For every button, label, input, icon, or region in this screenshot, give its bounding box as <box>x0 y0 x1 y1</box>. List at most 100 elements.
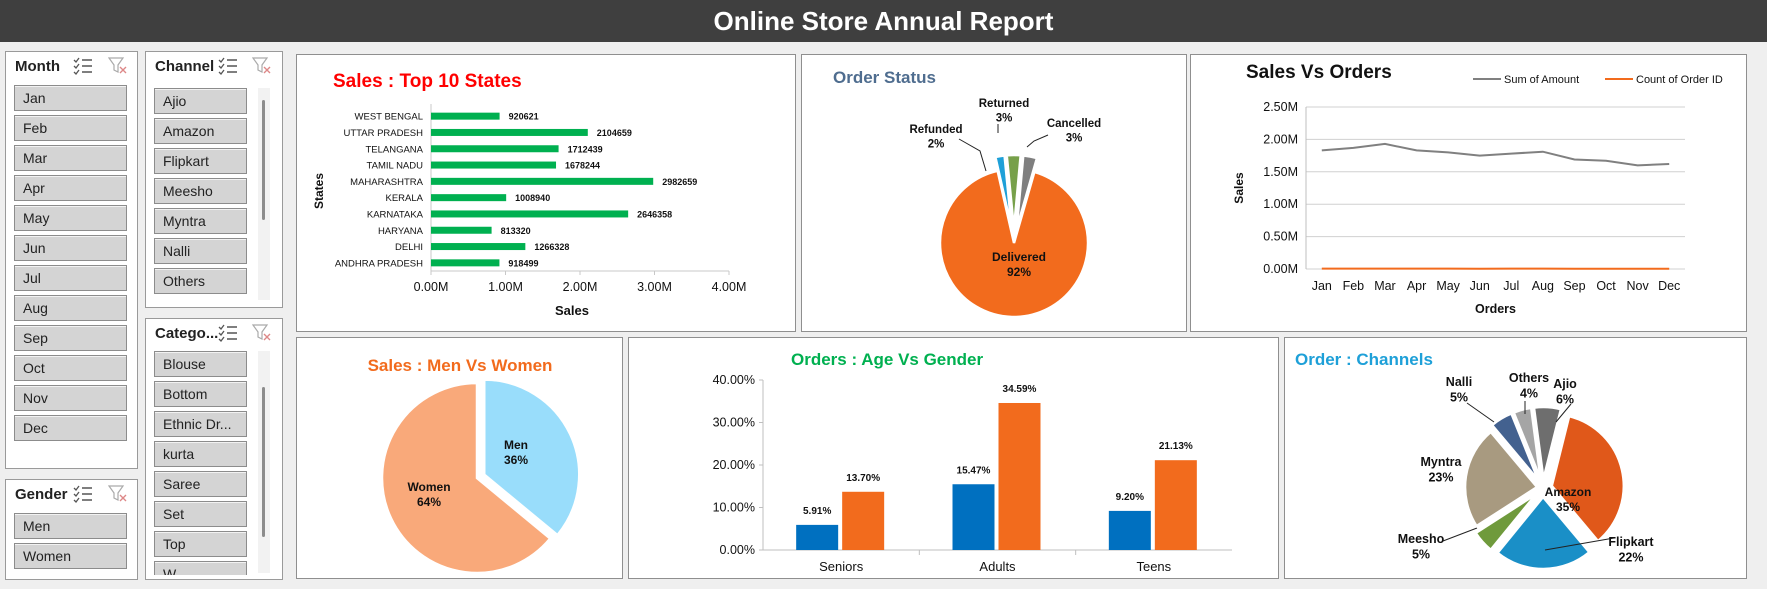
channel-leader-meesho <box>1442 527 1478 542</box>
clear-filter-icon[interactable] <box>108 57 128 75</box>
gender-label-women: Women <box>407 480 450 494</box>
clear-filter-icon[interactable] <box>252 57 272 75</box>
y-tick-label: 0.00M <box>1263 262 1298 276</box>
y-tick-label: 2.50M <box>1263 100 1298 114</box>
gender-item-women[interactable]: Women <box>14 543 127 569</box>
multi-select-icon[interactable] <box>73 485 93 503</box>
data-label-tamil-nadu: 1678244 <box>565 161 600 171</box>
month-slicer-header: Month <box>6 52 137 80</box>
category-item-saree[interactable]: Saree <box>154 471 247 497</box>
month-item-apr[interactable]: Apr <box>14 175 127 201</box>
channel-slice-amazon <box>1550 414 1626 543</box>
top-states-panel: Sales : Top 10 States WEST BENGAL 920621 UT… <box>296 54 796 332</box>
sales-vs-orders-chart: Sales Vs Orders Sum of Amount Count of Ord… <box>1232 62 1723 316</box>
month-item-jan[interactable]: Jan <box>14 85 127 111</box>
month-item-aug[interactable]: Aug <box>14 295 127 321</box>
bar-seniors-1 <box>842 491 885 550</box>
x-tick-label-nov: Nov <box>1627 279 1650 293</box>
data-label-adults-1: 34.59% <box>1003 384 1037 395</box>
status-label-returned: Returned <box>979 98 1029 110</box>
y-tick-label: 0.00% <box>720 543 755 557</box>
y-axis-label: States <box>312 173 326 209</box>
channel-label-nalli: Nalli <box>1446 375 1472 389</box>
month-item-may[interactable]: May <box>14 205 127 231</box>
channel-slice-meesho <box>1474 492 1538 552</box>
channel-pct-flipkart: 22% <box>1618 551 1643 565</box>
channel-pct-others: 4% <box>1520 387 1538 401</box>
bar-maharashtra <box>431 177 654 185</box>
month-item-oct[interactable]: Oct <box>14 355 127 381</box>
x-tick-label-mar: Mar <box>1374 279 1396 293</box>
gender-label-men: Men <box>504 438 528 452</box>
data-label-seniors-1: 13.70% <box>846 473 880 484</box>
channel-item-meesho[interactable]: Meesho <box>154 178 247 204</box>
multi-select-icon[interactable] <box>218 57 238 75</box>
channel-label-others: Others <box>1509 371 1549 385</box>
chart-title: Order : Channels <box>1295 350 1433 369</box>
y-tick-label: 30.00% <box>713 416 755 430</box>
category-item-set[interactable]: Set <box>154 501 247 527</box>
legend-label-count-of-order-id: Count of Order ID <box>1636 74 1723 86</box>
multi-select-icon[interactable] <box>73 57 93 75</box>
y-tick-label: 40.00% <box>713 373 755 387</box>
scrollbar-thumb[interactable] <box>262 100 265 220</box>
category-label-haryana: HARYANA <box>378 226 424 237</box>
clear-filter-icon[interactable] <box>252 324 272 342</box>
y-tick-label: 2.00M <box>1263 132 1298 146</box>
month-item-dec[interactable]: Dec <box>14 415 127 441</box>
x-tick-label-dec: Dec <box>1658 279 1680 293</box>
chart-title: Orders : Age Vs Gender <box>791 350 983 369</box>
channel-leader-ajio <box>1555 403 1572 423</box>
month-item-mar[interactable]: Mar <box>14 145 127 171</box>
data-label-andhra-pradesh: 918499 <box>508 258 538 268</box>
x-tick-label-feb: Feb <box>1343 279 1365 293</box>
channel-pct-ajio: 6% <box>1556 393 1574 407</box>
x-tick-label-jul: Jul <box>1503 279 1519 293</box>
category-label-delhi: DELHI <box>395 242 423 253</box>
scrollbar-thumb[interactable] <box>262 387 265 537</box>
gender-slicer-header: Gender <box>6 480 137 508</box>
category-item-top[interactable]: Top <box>154 531 247 557</box>
category-slicer-scrollbar[interactable] <box>258 351 270 573</box>
channel-item-flipkart[interactable]: Flipkart <box>154 148 247 174</box>
status-label-delivered: Delivered <box>992 250 1046 264</box>
channel-pct-nalli: 5% <box>1450 391 1468 405</box>
x-tick-label-seniors: Seniors <box>819 559 864 574</box>
report-title: Online Store Annual Report <box>0 0 1767 42</box>
gender-item-men[interactable]: Men <box>14 513 127 539</box>
month-item-jun[interactable]: Jun <box>14 235 127 261</box>
multi-select-icon[interactable] <box>218 324 238 342</box>
channel-pct-myntra: 23% <box>1428 471 1453 485</box>
channel-item-myntra[interactable]: Myntra <box>154 208 247 234</box>
month-item-jul[interactable]: Jul <box>14 265 127 291</box>
status-pct-refunded: 2% <box>928 139 945 151</box>
month-slicer-title: Month <box>15 58 60 75</box>
category-item-western[interactable]: W... <box>154 561 247 575</box>
data-label-telangana: 1712439 <box>568 144 603 154</box>
category-item-kurta[interactable]: kurta <box>154 441 247 467</box>
chart-title: Sales Vs Orders <box>1246 62 1392 83</box>
month-item-sep[interactable]: Sep <box>14 325 127 351</box>
category-item-bottom[interactable]: Bottom <box>154 381 247 407</box>
category-label-telangana: TELANGANA <box>365 144 423 155</box>
category-item-ethnic-dress[interactable]: Ethnic Dr... <box>154 411 247 437</box>
category-label-west-bengal: WEST BENGAL <box>355 112 423 123</box>
channel-slicer-items: Ajio Amazon Flipkart Meesho Myntra Nalli… <box>154 88 247 298</box>
channel-slicer-scrollbar[interactable] <box>258 88 270 300</box>
month-item-feb[interactable]: Feb <box>14 115 127 141</box>
channel-item-ajio[interactable]: Ajio <box>154 88 247 114</box>
data-label-teens-1: 21.13% <box>1159 441 1193 452</box>
channel-item-nalli[interactable]: Nalli <box>154 238 247 264</box>
channel-item-amazon[interactable]: Amazon <box>154 118 247 144</box>
bar-teens-0 <box>1108 510 1151 550</box>
y-tick-label: 20.00% <box>713 458 755 472</box>
clear-filter-icon[interactable] <box>108 485 128 503</box>
category-label-maharashtra: MAHARASHTRA <box>350 177 424 188</box>
channel-item-others[interactable]: Others <box>154 268 247 294</box>
category-item-blouse[interactable]: Blouse <box>154 351 247 377</box>
category-label-uttar-pradesh: UTTAR PRADESH <box>343 128 423 139</box>
month-item-nov[interactable]: Nov <box>14 385 127 411</box>
channel-label-ajio: Ajio <box>1553 377 1577 391</box>
category-slicer: Catego... Blouse Bottom Ethnic Dr... kur… <box>145 318 283 580</box>
bar-uttar-pradesh <box>431 128 588 136</box>
